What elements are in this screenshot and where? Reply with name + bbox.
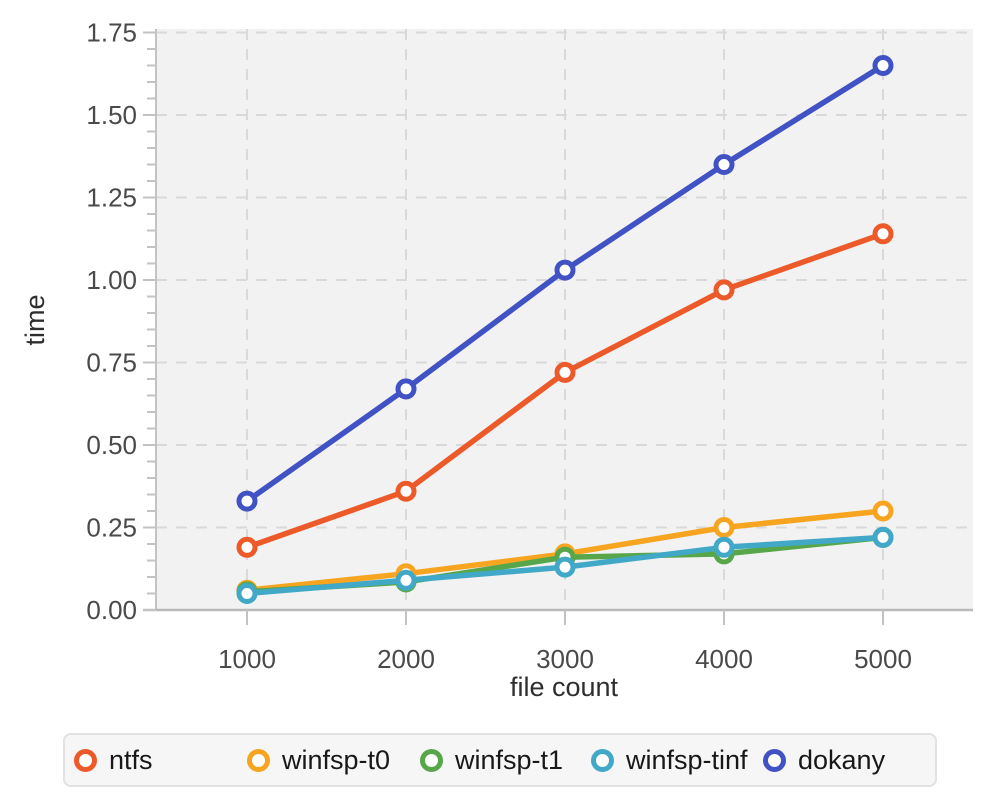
x-axis-title: file count	[509, 672, 619, 702]
legend-item-ntfs: ntfs	[74, 735, 153, 785]
legend-label-dokany: dokany	[798, 744, 886, 775]
x-tick-label: 5000	[854, 644, 912, 674]
data-point-ntfs	[395, 480, 417, 502]
data-point-winfsp-tinf	[872, 526, 894, 548]
data-point-ntfs	[554, 361, 576, 383]
data-point-winfsp-tinf	[713, 536, 735, 558]
legend-marker-circle-icon	[763, 748, 786, 772]
series-ntfs	[236, 223, 894, 558]
data-point-winfsp-tinf	[395, 569, 417, 591]
legend-marker-circle-icon	[74, 748, 97, 772]
x-tick-label: 2000	[377, 644, 435, 674]
series-dokany	[236, 55, 894, 512]
x-tick-label: 3000	[536, 644, 594, 674]
y-tick-label: 1.50	[86, 100, 137, 130]
data-point-winfsp-tinf	[554, 556, 576, 578]
legend-label-winfsp-t0: winfsp-t0	[282, 744, 391, 775]
legend-item-winfsp-t0: winfsp-t0	[247, 735, 390, 785]
data-point-dokany	[236, 490, 258, 512]
x-tick-label: 1000	[218, 644, 276, 674]
data-point-ntfs	[872, 223, 894, 245]
legend: ntfs winfsp-t0 winfsp-t1 winfsp-tinf dokany	[63, 733, 937, 787]
data-point-winfsp-t0	[713, 517, 735, 538]
y-tick-label: 0.50	[86, 430, 137, 460]
legend-item-winfsp-t1: winfsp-t1	[420, 735, 563, 785]
y-tick-label: 0.00	[86, 595, 137, 625]
data-point-winfsp-tinf	[236, 583, 258, 604]
y-axis-title: time	[20, 294, 50, 346]
y-tick-label: 1.75	[86, 18, 137, 48]
data-point-dokany	[872, 55, 894, 76]
legend-label-winfsp-tinf: winfsp-tinf	[626, 744, 748, 775]
data-point-dokany	[554, 259, 576, 281]
legend-label-ntfs: ntfs	[109, 744, 153, 775]
y-tick-label: 1.25	[86, 183, 137, 213]
series-winfsp-tinf	[236, 526, 894, 604]
data-point-dokany	[395, 378, 417, 400]
y-tick-label: 1.00	[86, 265, 137, 295]
tick-labels: 0.00 0.25 0.50 0.75 1.00 1.25 1.50 1.75 1000 2000…	[86, 18, 912, 675]
legend-marker-circle-icon	[247, 748, 270, 772]
legend-marker-circle-icon	[420, 748, 443, 772]
data-point-dokany	[713, 154, 735, 175]
legend-label-winfsp-t1: winfsp-t1	[455, 744, 564, 775]
line-chart: 0.00 0.25 0.50 0.75 1.00 1.25 1.50 1.75 1000 2000…	[86, 18, 973, 675]
legend-item-dokany: dokany	[763, 735, 885, 785]
legend-item-winfsp-tinf: winfsp-tinf	[591, 735, 748, 785]
axis-ticks	[143, 31, 884, 625]
y-tick-label: 0.25	[86, 513, 137, 543]
x-tick-label: 4000	[695, 644, 753, 674]
y-tick-label: 0.75	[86, 348, 137, 378]
legend-marker-circle-icon	[591, 748, 614, 772]
data-point-winfsp-t0	[872, 500, 894, 522]
data-point-ntfs	[713, 279, 735, 301]
data-point-ntfs	[236, 536, 258, 558]
